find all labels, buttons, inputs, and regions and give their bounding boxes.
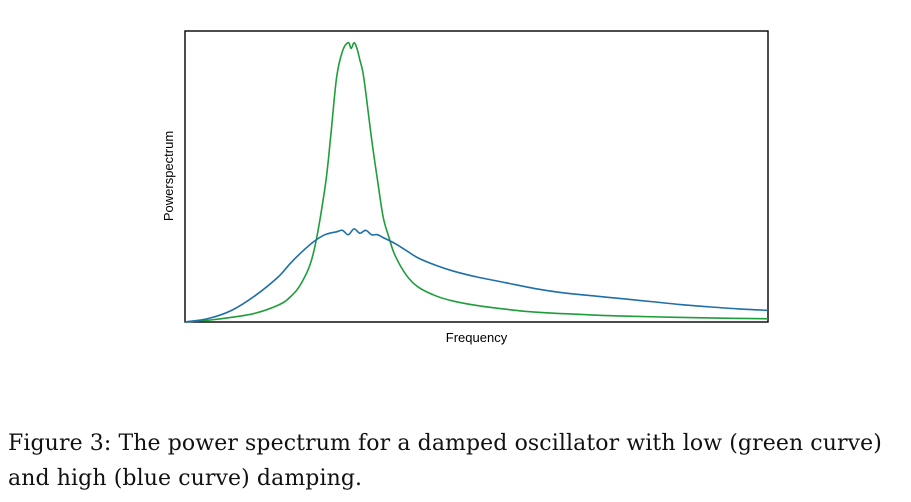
blue-curve-line — [184, 228, 769, 323]
series-layer — [184, 41, 769, 323]
y-axis-label: Powerspectrum — [161, 131, 176, 221]
caption-line-1: Figure 3: The power spectrum for a dampe… — [8, 431, 882, 456]
figure-caption: Figure 3: The power spectrum for a dampe… — [8, 426, 903, 496]
green-curve-line — [184, 41, 769, 323]
power-spectrum-chart: Frequency Powerspectrum — [161, 30, 769, 345]
caption-line-2: and high (blue curve) damping. — [8, 466, 363, 491]
plot-frame — [184, 30, 769, 323]
x-axis-label: Frequency — [446, 330, 508, 345]
